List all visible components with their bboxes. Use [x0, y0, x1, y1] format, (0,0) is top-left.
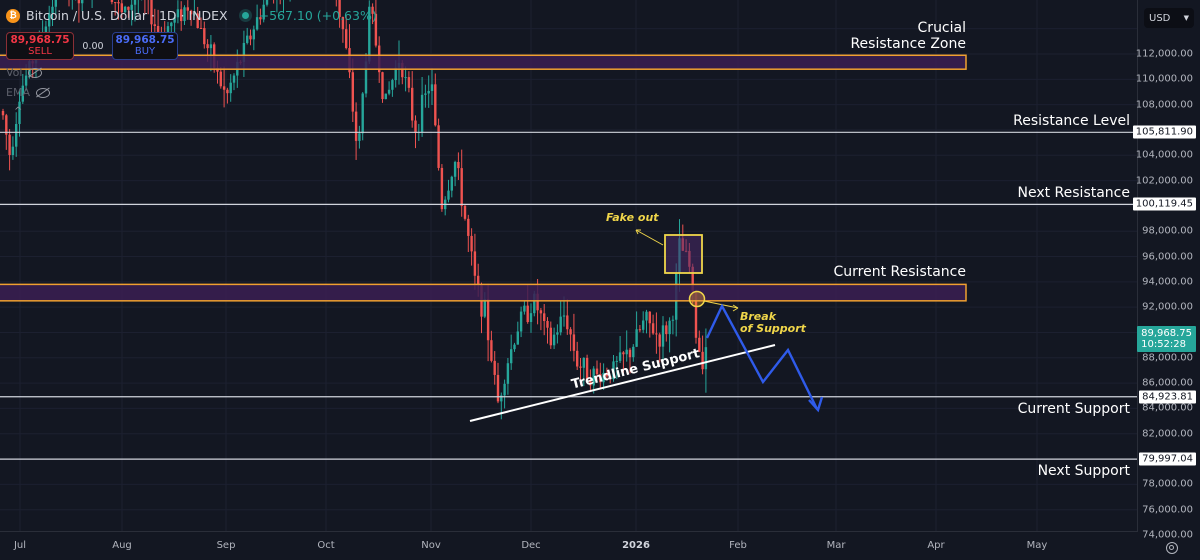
price-tick: 88,000.00 [1142, 352, 1193, 364]
crucial-zone-label: Crucial Resistance Zone [850, 20, 966, 52]
next-support-price-tag: 79,997.04 [1139, 452, 1196, 466]
price-tick: 84,000.00 [1142, 402, 1193, 414]
currency-select[interactable]: USD ▼ [1144, 8, 1194, 28]
price-tick: 96,000.00 [1142, 251, 1193, 263]
buy-button[interactable]: 89,968.75 BUY [112, 32, 178, 60]
next-resistance-label: Next Resistance [1017, 185, 1130, 201]
label-line: Break [740, 310, 777, 323]
resistance-price-tag: 105,811.90 [1132, 125, 1196, 139]
time-tick: May [1026, 540, 1048, 551]
symbol-header[interactable]: ₿ Bitcoin / U.S. Dollar · 1D · INDEX +56… [6, 8, 377, 23]
label-line: Crucial [917, 20, 966, 36]
price-tick: 108,000.00 [1135, 99, 1193, 111]
current-support-price-tag: 84,923.81 [1139, 390, 1196, 404]
time-tick: Feb [729, 540, 747, 551]
indicator-label: Vol [6, 66, 23, 79]
indicator-ema[interactable]: EMA [6, 86, 50, 99]
time-tick: Mar [826, 540, 846, 551]
settings-icon[interactable] [1166, 542, 1178, 554]
sell-price: 89,968.75 [10, 34, 70, 46]
buy-price: 89,968.75 [115, 34, 175, 46]
price-tick: 104,000.00 [1135, 149, 1193, 161]
market-open-icon [241, 12, 249, 19]
price-tick: 94,000.00 [1142, 276, 1193, 288]
indicator-vol[interactable]: Vol [6, 66, 43, 79]
buy-label: BUY [134, 46, 156, 57]
bitcoin-icon: ₿ [6, 8, 20, 23]
price-tick: 82,000.00 [1142, 428, 1193, 440]
next-resistance-price-tag: 100,119.45 [1132, 197, 1196, 211]
price-tick: 112,000.00 [1135, 48, 1193, 60]
price-tick: 110,000.00 [1135, 73, 1193, 85]
price-tick: 98,000.00 [1142, 225, 1193, 237]
current-resistance-label: Current Resistance [833, 264, 966, 280]
collapse-indicators-icon[interactable]: ^ [14, 106, 23, 117]
time-tick: Apr [927, 540, 945, 551]
sell-label: SELL [28, 46, 52, 57]
currency-value: USD [1149, 12, 1171, 24]
trade-panel: 89,968.75 SELL 0.00 89,968.75 BUY [6, 32, 178, 60]
time-tick: Dec [521, 540, 541, 551]
time-axis[interactable]: Jul Aug Sep Oct Nov Dec 2026 Feb Mar Apr May [0, 531, 1138, 560]
price-tick: 78,000.00 [1142, 478, 1193, 490]
bar-countdown: 10:52:28 [1141, 339, 1187, 350]
grid-lines [0, 0, 1138, 532]
chevron-down-icon: ▼ [1183, 14, 1189, 22]
price-tick: 92,000.00 [1142, 301, 1193, 313]
current-support-label: Current Support [1017, 401, 1130, 417]
price-tick: 74,000.00 [1142, 529, 1193, 541]
price-tick: 102,000.00 [1135, 175, 1193, 187]
time-tick: Jul [13, 540, 27, 551]
next-support-label: Next Support [1037, 463, 1130, 479]
label-line: Resistance Zone [850, 36, 966, 52]
current-price: 89,968.75 [1141, 328, 1192, 339]
time-tick: 2026 [622, 540, 650, 551]
time-tick: Aug [112, 540, 132, 551]
time-tick: Oct [317, 540, 335, 551]
eye-hidden-icon[interactable] [35, 87, 50, 98]
price-tick: 76,000.00 [1142, 504, 1193, 516]
price-chart[interactable] [0, 0, 1138, 532]
drawing-overlays [0, 54, 1138, 460]
fake-out-annotation: Fake out [606, 211, 659, 224]
resistance-level-label: Resistance Level [1013, 113, 1130, 129]
price-change: +567.10 (+0.63%) [258, 8, 377, 23]
break-of-support-annotation: Break of Support [740, 311, 806, 335]
sell-button[interactable]: 89,968.75 SELL [6, 32, 74, 60]
price-tick: 86,000.00 [1142, 377, 1193, 389]
current-price-tag: 89,968.75 10:52:28 [1137, 326, 1196, 352]
spread-value: 0.00 [82, 40, 104, 52]
indicator-label: EMA [6, 86, 30, 99]
time-tick: Nov [421, 540, 441, 551]
price-axis[interactable]: USD ▼ 112,000.00 110,000.00 108,000.00 104,… [1132, 0, 1200, 560]
symbol-title: Bitcoin / U.S. Dollar · 1D · INDEX [26, 8, 228, 23]
label-line: of Support [740, 322, 806, 335]
time-tick: Sep [216, 540, 236, 551]
eye-hidden-icon[interactable] [28, 67, 43, 78]
